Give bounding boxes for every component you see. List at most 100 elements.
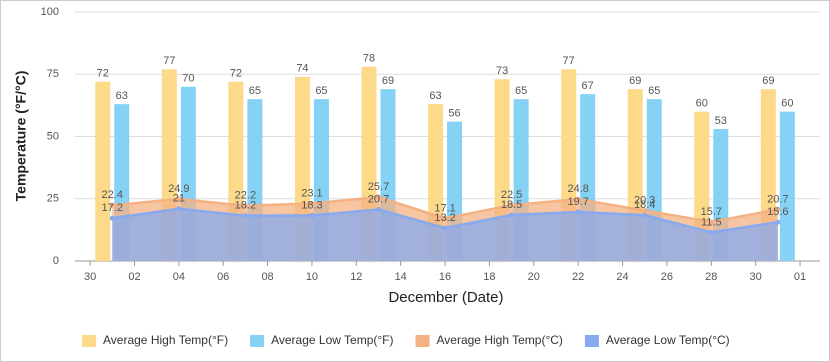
y-tick-label: 25	[47, 193, 59, 205]
bar-label: 63	[429, 90, 441, 102]
bar-label: 65	[648, 85, 660, 97]
x-tick-label: 30	[750, 271, 762, 283]
legend-swatch	[250, 335, 265, 347]
y-tick-label: 100	[41, 6, 59, 18]
point	[708, 219, 714, 225]
bar-label: 65	[315, 85, 327, 97]
x-tick-label: 16	[439, 271, 451, 283]
point-label: 20.7	[767, 193, 788, 205]
point-label: 13.2	[434, 212, 455, 224]
x-tick-label: 02	[128, 271, 140, 283]
point-label: 23.1	[301, 187, 322, 199]
legend-swatch	[584, 335, 599, 347]
point-label: 24.8	[567, 183, 588, 195]
y-tick-label: 50	[47, 130, 59, 142]
x-tick-label: 18	[483, 271, 495, 283]
legend-label: Average High Temp(°C)	[437, 333, 563, 347]
point-label: 17.1	[434, 202, 455, 214]
point-label: 15.7	[701, 206, 722, 218]
area	[112, 208, 778, 261]
x-tick-label: 28	[705, 271, 717, 283]
bar-label: 65	[515, 85, 527, 97]
legend-label: Average Low Temp(°C)	[606, 333, 730, 347]
x-tick-label: 12	[350, 271, 362, 283]
bar-label: 65	[249, 85, 261, 97]
x-tick-label: 22	[572, 271, 584, 283]
bar-label: 77	[163, 55, 175, 67]
bar-label: 53	[715, 115, 727, 127]
bar-label: 56	[448, 107, 460, 119]
bar-label: 60	[781, 98, 793, 110]
point-label: 22.5	[501, 189, 522, 201]
y-tick-label: 75	[47, 68, 59, 80]
x-tick-label: 20	[528, 271, 540, 283]
point	[775, 206, 781, 212]
x-tick-label: 26	[661, 271, 673, 283]
point	[442, 215, 448, 221]
bar-label: 73	[496, 65, 508, 77]
point	[575, 209, 581, 215]
x-tick-label: 10	[306, 271, 318, 283]
x-axis-title: December (Date)	[388, 289, 503, 306]
point	[509, 212, 515, 218]
point-label: 25.7	[368, 181, 389, 193]
bar	[95, 81, 111, 261]
point	[176, 196, 182, 202]
bar-label: 74	[296, 63, 308, 75]
bar-label: 69	[762, 75, 774, 87]
x-tick-label: 01	[794, 271, 806, 283]
bar-label: 77	[563, 55, 575, 67]
point-label: 24.9	[168, 183, 189, 195]
y-axis-title: Temperature (°F/°C)	[13, 71, 29, 202]
point-label: 17.2	[102, 202, 123, 214]
bar-label: 72	[230, 68, 242, 80]
point	[242, 213, 248, 219]
bar-label: 70	[182, 73, 194, 85]
point	[109, 215, 115, 221]
point	[376, 206, 382, 212]
point	[109, 202, 115, 208]
point-label: 18.5	[501, 199, 522, 211]
point	[509, 202, 515, 208]
point	[575, 196, 581, 202]
point	[309, 212, 315, 218]
legend-swatch	[82, 335, 96, 347]
point-label: 19.7	[567, 196, 588, 208]
legend-label: Average High Temp(°F)	[103, 333, 228, 347]
point-label: 18.4	[634, 199, 655, 211]
point-label: 21	[173, 193, 185, 205]
point-label: 11.5	[701, 216, 722, 228]
x-tick-label: 08	[261, 271, 273, 283]
point	[708, 229, 714, 235]
bar-label: 69	[382, 75, 394, 87]
point	[176, 206, 182, 212]
point	[376, 194, 382, 200]
point-label: 22.4	[102, 189, 123, 201]
point	[642, 212, 648, 218]
legend-label: Average Low Temp(°F)	[271, 333, 393, 347]
bar-label: 60	[696, 98, 708, 110]
x-tick-label: 24	[616, 271, 628, 283]
point	[775, 219, 781, 225]
bar-label: 69	[629, 75, 641, 87]
point-label: 20.7	[368, 193, 389, 205]
bar-label: 72	[97, 68, 109, 80]
bar-label: 67	[582, 80, 594, 92]
x-tick-label: 06	[217, 271, 229, 283]
point	[642, 207, 648, 213]
bar-label: 78	[363, 53, 375, 65]
point	[309, 200, 315, 206]
point	[242, 203, 248, 209]
x-tick-label: 30	[84, 271, 96, 283]
point-label: 18.3	[301, 199, 322, 211]
point-label: 20.3	[634, 194, 655, 206]
x-tick-label: 14	[395, 271, 407, 283]
point-label: 22.2	[235, 190, 256, 202]
y-tick-label: 0	[53, 255, 59, 267]
x-tick-label: 04	[173, 271, 185, 283]
legend-swatch	[415, 335, 430, 347]
point-label: 15.6	[767, 206, 788, 218]
bar-label: 63	[116, 90, 128, 102]
